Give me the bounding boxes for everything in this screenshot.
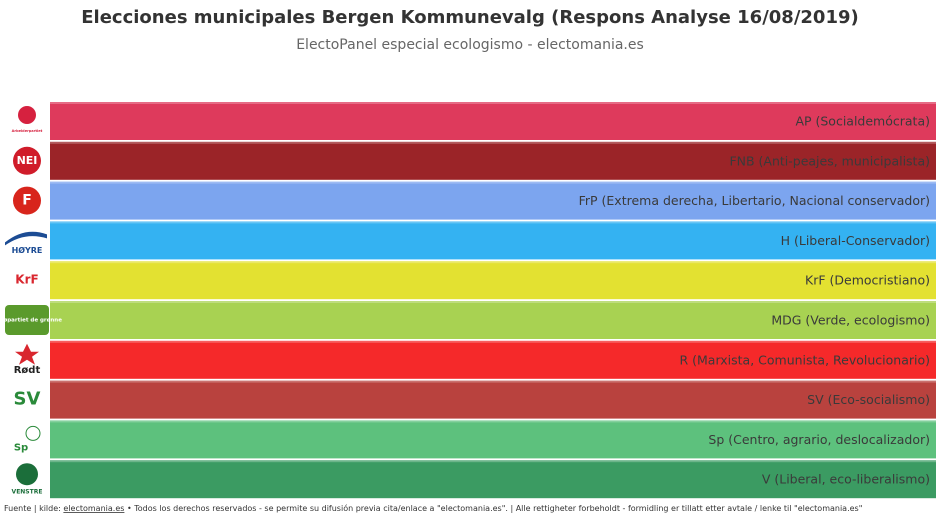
party-label: MDG (Verde, ecologismo) bbox=[771, 313, 930, 328]
party-logo-text: miljøpartiet de grønne bbox=[0, 318, 62, 324]
bar-shine bbox=[50, 102, 936, 104]
party-logo-text: Rødt bbox=[14, 365, 41, 376]
logo-shape bbox=[18, 106, 36, 124]
party-label: KrF (Democristiano) bbox=[805, 273, 930, 288]
party-bar bbox=[50, 340, 936, 379]
party-logo-text: Sp bbox=[14, 442, 28, 453]
party-label: H (Liberal-Conservador) bbox=[781, 233, 930, 248]
logo-shape bbox=[5, 231, 47, 246]
party-bar bbox=[50, 141, 936, 180]
party-label: V (Liberal, eco-liberalismo) bbox=[762, 472, 930, 487]
bar-shine bbox=[50, 340, 936, 343]
bar-shine bbox=[50, 301, 936, 303]
party-bar bbox=[50, 380, 936, 419]
party-bar bbox=[50, 261, 936, 300]
footer-prefix: Fuente | kilde: bbox=[4, 504, 63, 513]
logo-shape bbox=[16, 463, 38, 486]
bar-shine bbox=[50, 380, 936, 383]
party-bar bbox=[50, 420, 936, 459]
party-label: AP (Socialdemócrata) bbox=[795, 114, 930, 129]
bar-shine bbox=[50, 181, 936, 184]
party-logo-text: F bbox=[22, 193, 32, 209]
logo-shape bbox=[13, 186, 41, 215]
title: Elecciones municipales Bergen Kommuneval… bbox=[81, 7, 858, 28]
party-bar bbox=[50, 221, 936, 260]
footer-text: • Todos los derechos reservados - se per… bbox=[124, 503, 862, 513]
logo-shape bbox=[15, 343, 39, 365]
party-logo-text: Arbeiderpartiet bbox=[12, 129, 43, 133]
party-bar bbox=[50, 301, 936, 339]
party-label: R (Marxista, Comunista, Revolucionario) bbox=[679, 352, 930, 367]
party-bar bbox=[50, 460, 936, 499]
party-logo-text: SV bbox=[14, 389, 41, 410]
party-label: FNB (Anti-peajes, municipalista) bbox=[729, 153, 930, 168]
bar-shine bbox=[50, 141, 936, 144]
footer: Fuente | kilde: electomania.es • Todos l… bbox=[4, 503, 862, 513]
party-label: SV (Eco-socialismo) bbox=[807, 392, 930, 407]
party-logo-text: KrF bbox=[15, 273, 38, 287]
party-bar bbox=[50, 102, 936, 140]
party-label: FrP (Extrema derecha, Libertario, Nacion… bbox=[579, 193, 930, 208]
party-label: Sp (Centro, agrario, deslocalizador) bbox=[708, 432, 930, 447]
logo-shape bbox=[5, 305, 49, 335]
party-logo-text: VENSTRE bbox=[12, 489, 43, 496]
bar-shine bbox=[50, 420, 936, 423]
party-logo-text: NEI bbox=[17, 154, 38, 167]
party-list: AP (Socialdemócrata) Arbeiderpartiet FNB (… bbox=[0, 102, 936, 499]
bar-shine bbox=[50, 261, 936, 264]
logo-shape bbox=[13, 146, 41, 175]
logo-shape bbox=[25, 425, 41, 441]
subtitle: ElectoPanel especial ecologismo - electo… bbox=[296, 37, 644, 53]
bar-shine bbox=[50, 460, 936, 463]
party-logo-text: HØYRE bbox=[12, 245, 43, 255]
party-bar bbox=[50, 181, 936, 220]
footer-link[interactable]: electomania.es bbox=[63, 504, 124, 513]
bar-shine bbox=[50, 221, 936, 224]
